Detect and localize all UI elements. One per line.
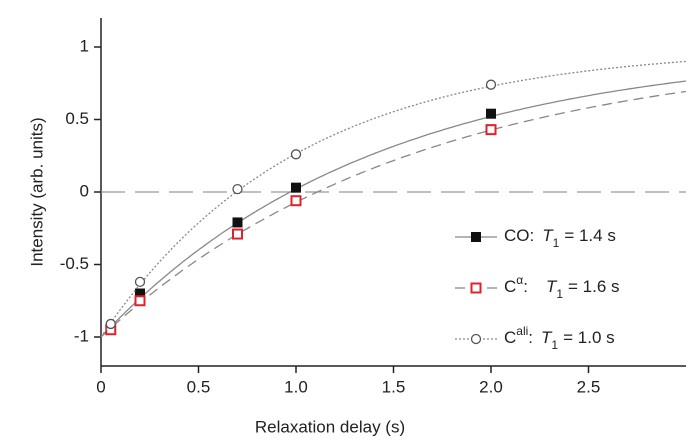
x-tick-label: 1.0 bbox=[284, 377, 308, 396]
y-tick-label: -1 bbox=[74, 326, 89, 345]
x-tick-label: 1.5 bbox=[382, 377, 406, 396]
fit-value: = 1.0 s bbox=[563, 328, 615, 347]
x-tick-label: 0 bbox=[96, 377, 105, 396]
x-tick-label: 0.5 bbox=[187, 377, 211, 396]
series-name: C bbox=[504, 328, 516, 347]
marker bbox=[290, 149, 302, 160]
marker bbox=[134, 295, 146, 307]
fit-subscript: 1 bbox=[551, 338, 558, 352]
fit-symbol: T bbox=[541, 328, 553, 347]
fit-subscript: 1 bbox=[556, 287, 563, 301]
fit-symbol: T bbox=[542, 226, 554, 245]
separator: : bbox=[528, 328, 533, 347]
marker bbox=[470, 333, 482, 345]
x-tick-label: 2.0 bbox=[479, 377, 503, 396]
marker bbox=[105, 318, 116, 330]
separator: : bbox=[530, 226, 535, 245]
legend-label: CO: T1 = 1.4 s bbox=[504, 226, 616, 250]
y-tick-label: 0.5 bbox=[65, 109, 89, 128]
marker bbox=[232, 217, 243, 228]
legend-label: Cα: T1 = 1.6 s bbox=[504, 273, 620, 301]
fit-curve bbox=[100, 80, 687, 338]
series-name-sup: α bbox=[516, 273, 523, 287]
legend-entry: Cali: T1 = 1.0 s bbox=[455, 324, 615, 352]
fit-curve bbox=[100, 90, 687, 338]
series-name-sup: ali bbox=[516, 324, 528, 338]
y-tick-label: 0 bbox=[80, 181, 89, 200]
marker bbox=[471, 232, 481, 242]
legend-entry: Cα: T1 = 1.6 s bbox=[455, 273, 620, 301]
x-axis-title: Relaxation delay (s) bbox=[255, 417, 405, 436]
y-tick-label: 1 bbox=[80, 36, 89, 55]
y-axis-title: Intensity (arb. units) bbox=[27, 117, 46, 266]
fit-curve bbox=[100, 60, 687, 338]
marker bbox=[485, 124, 497, 136]
series-name: CO bbox=[504, 226, 530, 245]
marker bbox=[486, 108, 496, 119]
legend-label: Cali: T1 = 1.0 s bbox=[504, 324, 615, 352]
fit-value: = 1.6 s bbox=[568, 277, 620, 296]
marker bbox=[232, 183, 243, 195]
fit-symbol: T bbox=[546, 277, 558, 296]
x-tick-label: 2.5 bbox=[577, 377, 601, 396]
marker bbox=[134, 276, 146, 288]
marker bbox=[485, 79, 497, 90]
marker bbox=[232, 228, 243, 240]
marker bbox=[291, 182, 301, 193]
marker bbox=[470, 282, 482, 294]
legend-entry: CO: T1 = 1.4 s bbox=[455, 226, 616, 250]
fit-subscript: 1 bbox=[553, 236, 560, 250]
separator: : bbox=[523, 277, 528, 296]
y-tick-label: -0.5 bbox=[60, 254, 89, 273]
fit-value: = 1.4 s bbox=[564, 226, 616, 245]
series-name: C bbox=[504, 277, 516, 296]
marker bbox=[290, 195, 302, 207]
